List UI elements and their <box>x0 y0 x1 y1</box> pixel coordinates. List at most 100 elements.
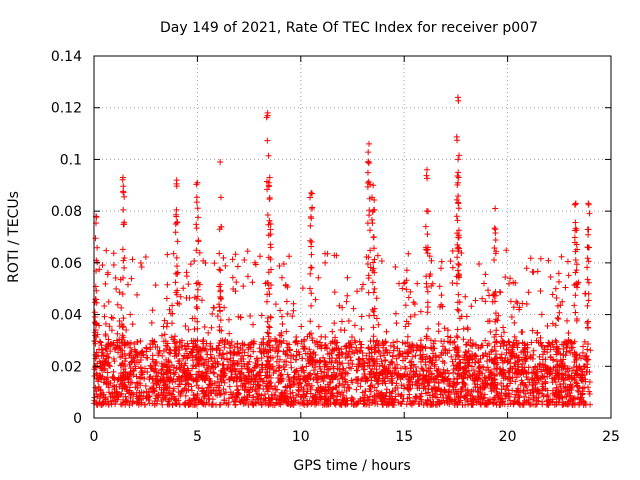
data-point <box>253 356 260 363</box>
data-point <box>472 383 479 390</box>
data-point <box>272 301 279 308</box>
data-point <box>104 374 111 381</box>
data-point <box>519 300 526 307</box>
data-point <box>502 374 509 381</box>
data-point <box>505 338 512 345</box>
data-point <box>267 399 274 406</box>
data-point <box>234 263 241 270</box>
data-point <box>350 305 357 312</box>
data-point <box>390 339 397 346</box>
data-point <box>544 392 551 399</box>
data-point <box>173 339 180 346</box>
data-point <box>468 363 475 370</box>
data-point <box>433 394 440 401</box>
data-point <box>238 358 245 365</box>
data-point <box>581 338 588 345</box>
data-point <box>453 280 460 287</box>
data-point <box>104 271 111 278</box>
data-point <box>435 321 442 328</box>
data-point <box>472 341 479 348</box>
data-point <box>423 353 430 360</box>
data-point <box>198 297 205 304</box>
data-point <box>260 396 267 403</box>
data-point <box>143 348 150 355</box>
data-point <box>96 338 103 345</box>
data-point <box>523 355 530 362</box>
data-point <box>435 328 442 335</box>
data-point <box>514 385 521 392</box>
data-point <box>526 379 533 386</box>
data-point <box>180 285 187 292</box>
data-point <box>370 308 377 315</box>
data-point <box>335 345 342 352</box>
data-point <box>567 396 574 403</box>
data-point <box>188 387 195 394</box>
data-point <box>458 250 465 257</box>
data-point <box>538 311 545 318</box>
data-point <box>147 362 154 369</box>
data-point <box>377 353 384 360</box>
data-point <box>450 376 457 383</box>
data-point <box>222 389 229 396</box>
data-point <box>492 250 499 257</box>
data-point <box>129 379 136 386</box>
data-point <box>563 340 570 347</box>
data-point <box>461 380 468 387</box>
data-point <box>455 234 462 241</box>
data-point <box>564 317 571 324</box>
data-point <box>209 310 216 317</box>
data-point <box>120 315 127 322</box>
data-point <box>263 178 270 185</box>
data-point <box>149 366 156 373</box>
data-point <box>454 306 461 313</box>
data-point <box>269 402 276 409</box>
data-point <box>293 356 300 363</box>
data-point <box>399 353 406 360</box>
data-point <box>299 355 306 362</box>
data-point <box>171 333 178 340</box>
data-point <box>432 338 439 345</box>
data-point <box>542 368 549 375</box>
data-point <box>274 353 281 360</box>
data-point <box>265 232 272 239</box>
data-point <box>385 365 392 372</box>
data-point <box>584 255 591 262</box>
data-point <box>299 364 306 371</box>
data-point <box>301 336 308 343</box>
data-point <box>334 339 341 346</box>
data-point <box>457 397 464 404</box>
data-point <box>183 273 190 280</box>
data-point <box>366 140 373 147</box>
data-point <box>119 174 126 181</box>
data-point <box>504 401 511 408</box>
data-point <box>423 400 430 407</box>
data-point <box>562 284 569 291</box>
data-point <box>407 400 414 407</box>
data-point <box>566 365 573 372</box>
data-point <box>475 345 482 352</box>
data-point <box>304 401 311 408</box>
data-point <box>220 386 227 393</box>
data-point <box>469 401 476 408</box>
y-tick-label: 0.02 <box>51 359 82 375</box>
data-point <box>585 258 592 265</box>
data-point <box>485 340 492 347</box>
data-point <box>369 194 376 201</box>
data-point <box>529 268 536 275</box>
data-point <box>185 343 192 350</box>
data-point <box>513 340 520 347</box>
data-point <box>431 385 438 392</box>
data-point <box>363 401 370 408</box>
data-point <box>419 356 426 363</box>
data-point <box>505 390 512 397</box>
data-point <box>169 302 176 309</box>
data-point <box>123 386 130 393</box>
data-point <box>371 393 378 400</box>
data-point <box>336 359 343 366</box>
data-point <box>104 369 111 376</box>
data-point <box>542 356 549 363</box>
data-point <box>417 337 424 344</box>
data-point <box>523 374 530 381</box>
data-point <box>336 366 343 373</box>
data-point <box>392 310 399 317</box>
